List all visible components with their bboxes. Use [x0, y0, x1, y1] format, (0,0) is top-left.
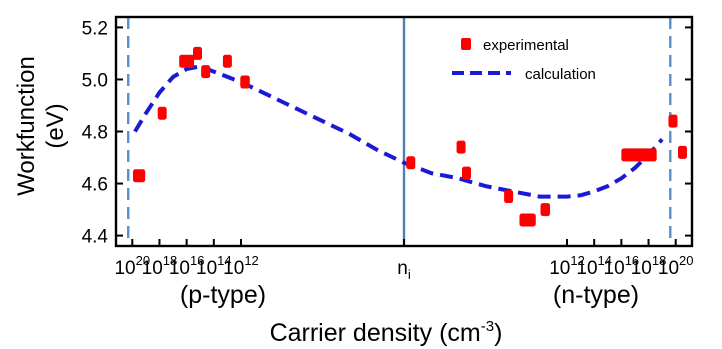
x-axis-label-exponent: -3	[481, 318, 494, 335]
region-label-n-type: (n-type)	[553, 281, 639, 309]
experimental-point	[540, 203, 551, 217]
experimental-point	[461, 166, 471, 180]
y-tick-label: 4.6	[82, 175, 108, 196]
experimental-point	[157, 106, 167, 120]
experimental-point	[621, 148, 657, 162]
experimental-point	[179, 54, 195, 68]
experimental-point	[677, 145, 687, 159]
x-axis-label: Carrier density (cm-3)	[270, 318, 503, 347]
legend: experimental calculation	[452, 37, 596, 83]
x-tick-label: 1018	[142, 253, 178, 279]
y-tick-label: 5.0	[82, 70, 108, 91]
experimental-point	[504, 190, 514, 204]
experimental-point	[240, 75, 250, 89]
plot-frame	[114, 15, 694, 248]
legend-label-experimental: experimental	[483, 37, 569, 54]
y-tick-label: 4.8	[82, 123, 108, 144]
experimental-point	[132, 169, 146, 183]
x-tick-label: 1016	[169, 253, 205, 279]
y-tick-label: 5.2	[82, 18, 108, 39]
experimental-point	[406, 156, 416, 170]
experimental-point	[668, 114, 678, 128]
x-axis-label-main: Carrier density (cm	[270, 319, 481, 347]
x-tick-label: 1012	[223, 253, 259, 279]
calculation-curve	[133, 64, 664, 199]
x-tick-label: 1014	[196, 253, 232, 279]
experimental-point	[222, 54, 232, 68]
x-tick-label: 1018	[631, 253, 667, 279]
x-tick-label: 1020	[114, 253, 150, 279]
x-tick-label: 1014	[576, 253, 612, 279]
legend-marker-experimental	[461, 38, 471, 50]
y-tick-label: 4.4	[82, 227, 109, 248]
experimental-point	[519, 213, 536, 227]
x-tick-label: 1012	[549, 253, 585, 279]
y-axis-label-line1: Workfunction	[13, 56, 40, 196]
legend-label-calculation: calculation	[525, 66, 596, 83]
chart-marks	[116, 17, 692, 246]
experimental-point	[193, 46, 203, 60]
x-tick-label: ni	[397, 258, 411, 282]
experimental-point	[456, 140, 466, 154]
region-label-p-type: (p-type)	[180, 281, 266, 309]
x-axis-label-close: )	[494, 319, 502, 347]
y-axis-label-line2: (eV)	[42, 103, 69, 148]
x-tick-label: 1020	[658, 253, 694, 279]
x-tick-label: 1016	[604, 253, 640, 279]
experimental-point	[201, 65, 211, 79]
